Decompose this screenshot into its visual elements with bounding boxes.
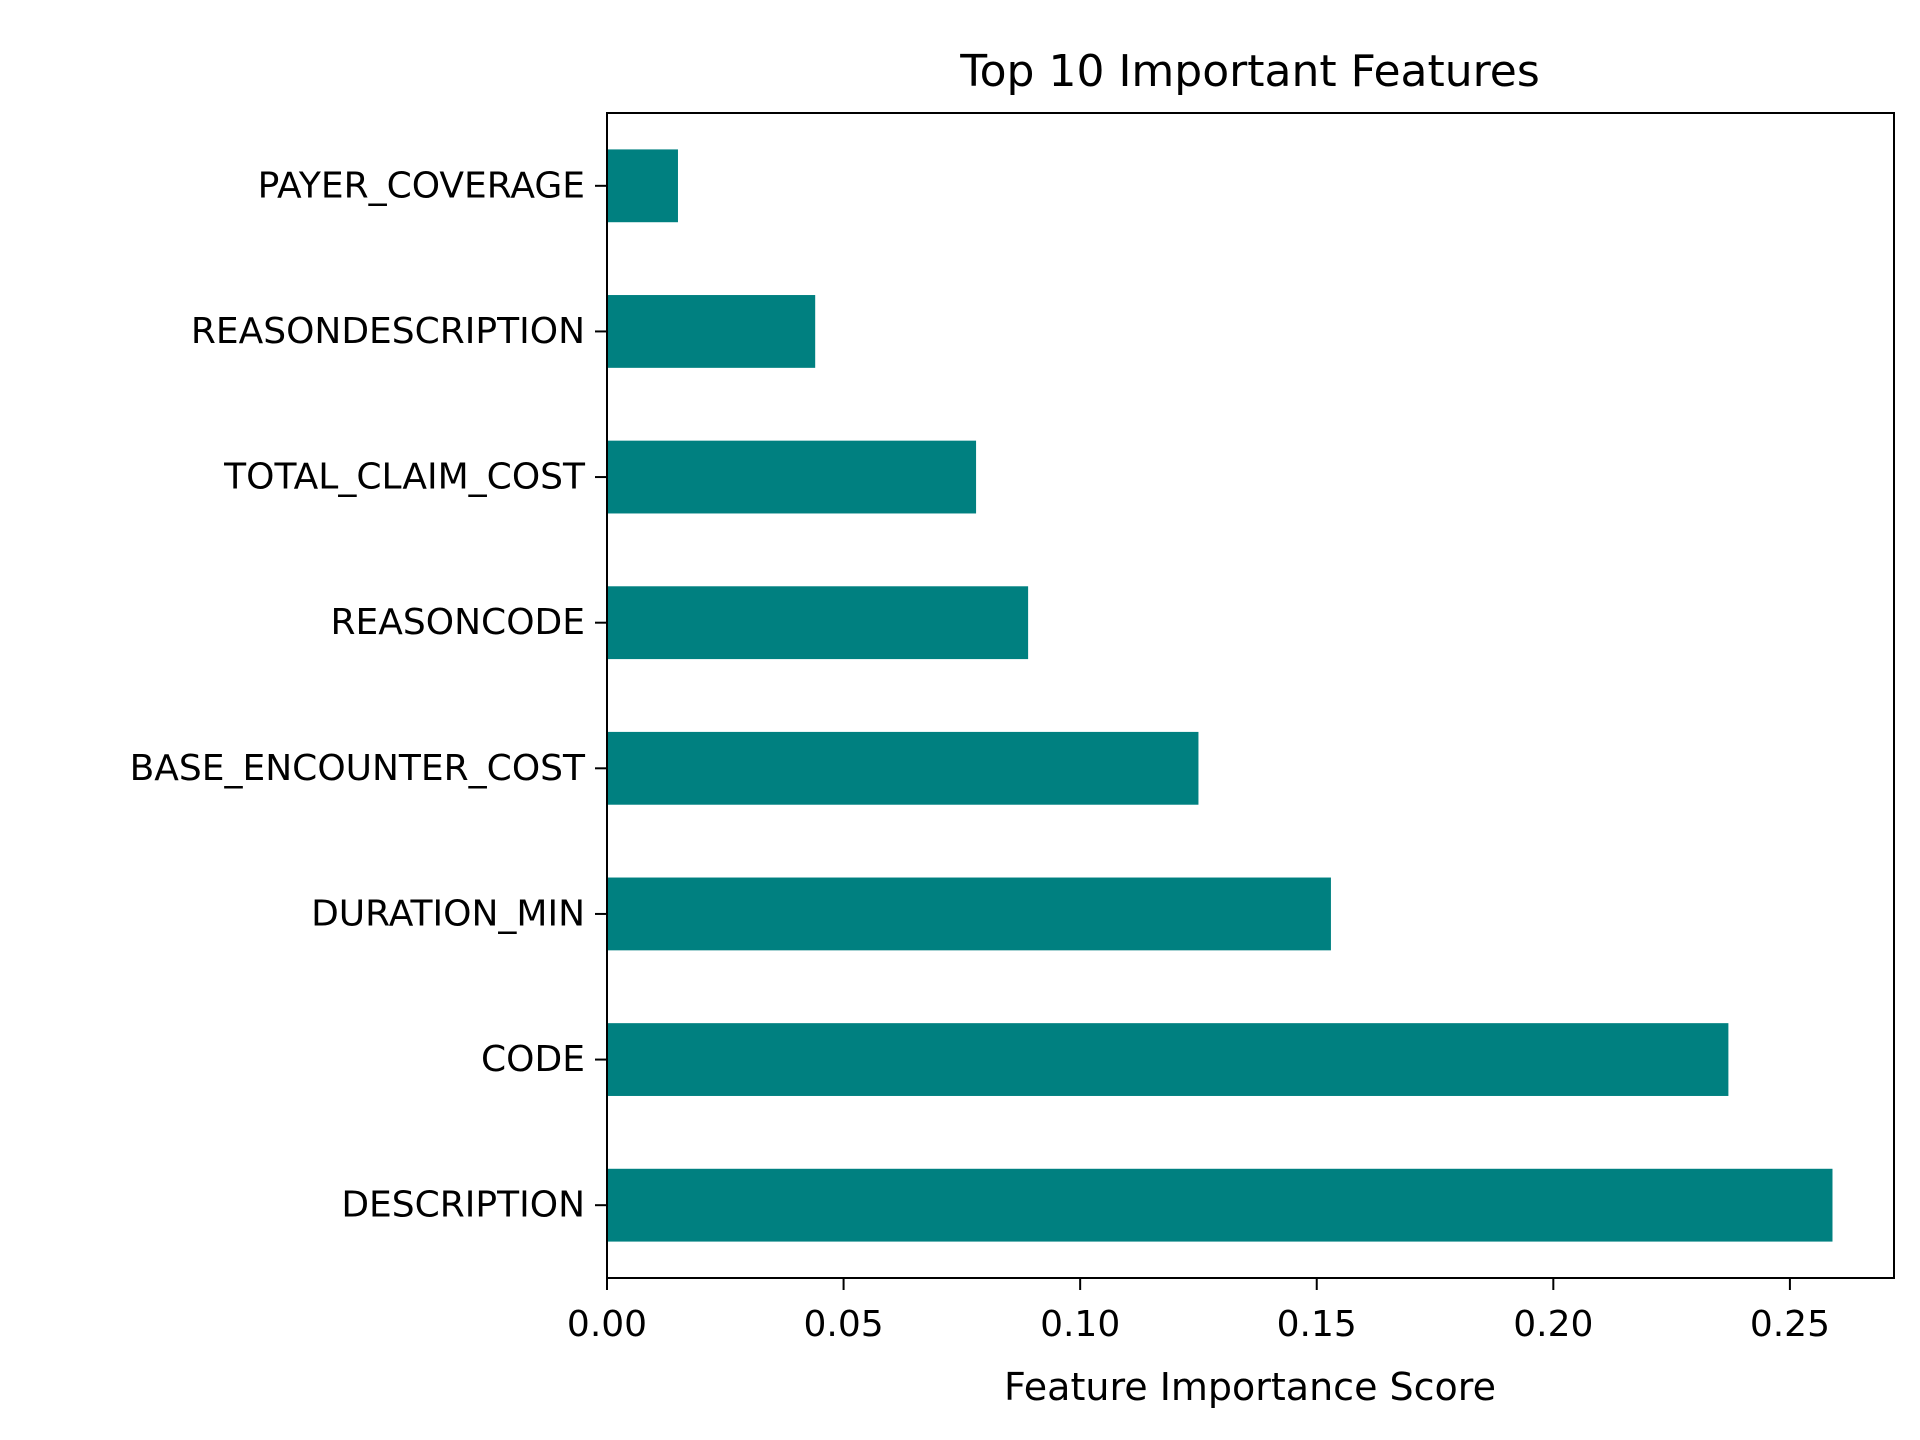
bar-total-claim-cost [607,440,977,514]
y-tick-label: REASONDESCRIPTION [191,311,585,352]
x-tick-label: 0.10 [1040,1304,1120,1345]
bar-reasoncode [607,586,1029,660]
plot-frame [606,112,1895,1279]
x-axis-label: Feature Importance Score [1004,1365,1496,1409]
y-tick-label: PAYER_COVERAGE [258,165,585,206]
bar-reasondescription [607,295,816,368]
y-tick-label: REASONCODE [331,602,585,643]
x-tick-label: 0.00 [567,1304,647,1345]
bar-duration-min [607,877,1331,951]
bar-description [607,1168,1833,1242]
bars-layer [607,149,1833,1242]
x-tick-label: 0.05 [804,1304,884,1345]
x-tick-label: 0.20 [1513,1304,1593,1345]
bar-code [607,1023,1729,1096]
x-tick-label: 0.25 [1750,1304,1830,1345]
x-axis: 0.00 0.05 0.10 0.15 0.20 0.25 [567,1278,1830,1345]
bar-base-encounter-cost [607,731,1199,805]
y-tick-label: DESCRIPTION [341,1185,585,1226]
y-axis: PAYER_COVERAGE REASONDESCRIPTION TOTAL_CLA… [130,165,607,1226]
y-tick-label: DURATION_MIN [311,893,585,934]
y-tick-label: BASE_ENCOUNTER_COST [130,748,586,789]
chart-title: Top 10 Important Features [959,46,1540,97]
bar-payer-coverage [607,149,678,223]
x-tick-label: 0.15 [1277,1304,1357,1345]
y-tick-label: TOTAL_CLAIM_COST [223,457,586,498]
y-tick-label: CODE [481,1039,585,1080]
